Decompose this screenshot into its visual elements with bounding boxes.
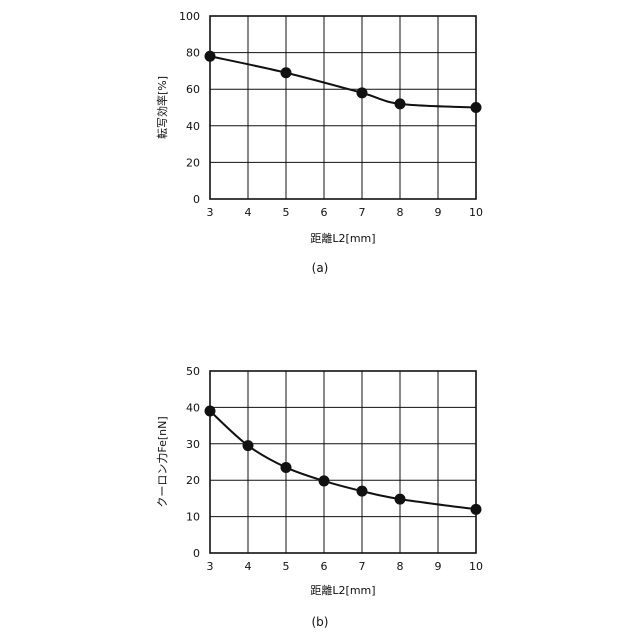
x-tick-label: 10 [469,206,483,219]
y-tick-label: 40 [186,401,200,414]
y-tick-label: 20 [186,474,200,487]
data-point [281,462,292,473]
data-point [395,494,406,505]
series-line [210,411,476,509]
x-tick-label: 8 [397,206,404,219]
plot-frame [210,16,476,199]
y-tick-label: 50 [186,365,200,378]
x-tick-label: 9 [435,560,442,573]
y-tick-label: 40 [186,120,200,133]
plot-frame [210,371,476,553]
y-tick-label: 60 [186,83,200,96]
chart-a: 345678910020406080100距離L2[mm]転写効率[%](a) [155,10,483,275]
x-tick-label: 4 [245,560,252,573]
data-point [319,475,330,486]
y-tick-label: 30 [186,438,200,451]
x-axis-label: 距離L2[mm] [310,231,375,245]
x-tick-label: 8 [397,560,404,573]
data-point [357,87,368,98]
data-point [357,486,368,497]
x-tick-label: 10 [469,560,483,573]
data-point [205,51,216,62]
x-tick-label: 9 [435,206,442,219]
chart-b: 3 4 5 6 7 8 9 10 0 10 20 30 40 50 距離L2[mm] クーロン力Fe[nN] (… [156,365,483,629]
y-tick-label: 20 [186,156,200,169]
y-tick-label: 80 [186,47,200,60]
x-tick-label: 4 [245,206,252,219]
y-axis-label: クーロン力Fe[nN] [156,416,169,507]
x-axis-label: 距離L2[mm] [310,583,375,597]
x-tick-label: 5 [283,560,290,573]
x-tick-label: 3 [207,560,214,573]
data-point [471,102,482,113]
figure-caption: (b) [312,615,329,629]
figure-caption: (a) [312,261,329,275]
y-tick-label: 100 [179,10,200,23]
data-point [395,98,406,109]
y-tick-label: 10 [186,511,200,524]
y-tick-label: 0 [193,547,200,560]
x-tick-label: 7 [359,206,366,219]
x-tick-label: 6 [321,560,328,573]
x-tick-label: 3 [207,206,214,219]
y-axis-label: 転写効率[%] [155,76,169,139]
x-tick-label: 6 [321,206,328,219]
data-point [205,406,216,417]
y-tick-label: 0 [193,193,200,206]
data-point [471,504,482,515]
data-point [281,67,292,78]
data-point [243,440,254,451]
x-tick-label: 5 [283,206,290,219]
x-tick-label: 7 [359,560,366,573]
series-line [210,56,476,107]
